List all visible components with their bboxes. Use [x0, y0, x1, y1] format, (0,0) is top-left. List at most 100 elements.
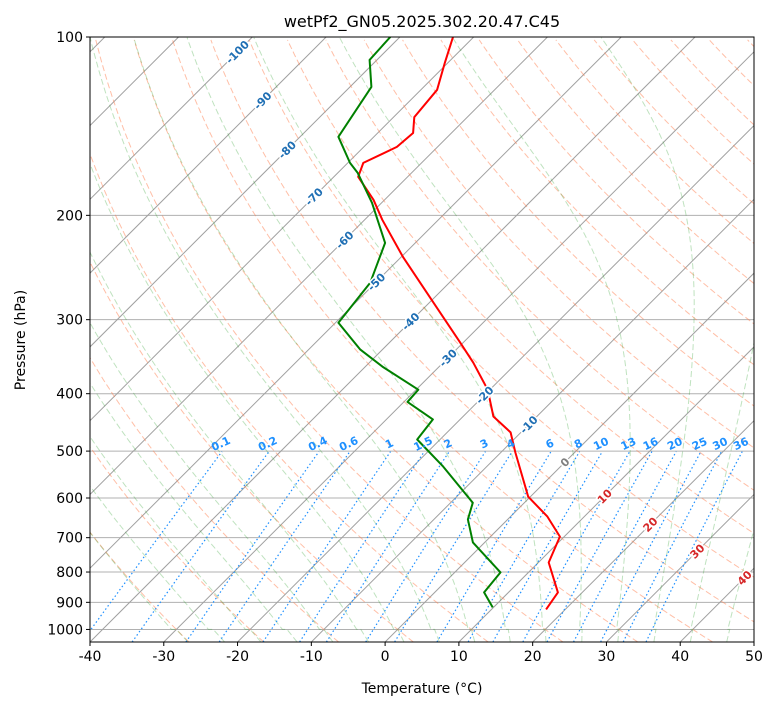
axes: -40 -30 -20 -10 0 10 20 30 40 5010020030040050060… — [47, 30, 763, 665]
mixing-ratio-line — [600, 451, 702, 642]
x-tick-label: -40 — [79, 649, 102, 665]
mixing-ratio-label: 25 — [690, 435, 709, 453]
mixing-ratio-label: 13 — [619, 435, 638, 453]
plot-frame — [89, 36, 755, 643]
mixing-ratio-label: 30 — [711, 435, 731, 453]
mixing-ratio-label: 6 — [544, 436, 557, 451]
y-tick-label: 200 — [56, 208, 83, 224]
background-lines — [90, 37, 754, 642]
y-tick-label: 400 — [56, 387, 83, 403]
dry-adiabat-line — [248, 39, 754, 578]
y-tick-label: 600 — [56, 491, 83, 507]
mixing-ratio-label: 10 — [591, 435, 611, 453]
dry-adiabat-line — [517, 39, 754, 285]
moist-adiabat-line — [90, 162, 405, 642]
mixing-ratio-line — [522, 451, 631, 642]
dry-adiabat-line — [593, 39, 754, 205]
moist-adiabat-line — [452, 37, 631, 642]
moist-adiabat-line — [253, 37, 547, 642]
mixing-ratio-line — [262, 451, 391, 642]
dry-adiabat-line — [90, 531, 190, 642]
y-tick-label: 800 — [56, 565, 83, 581]
dry-adiabat-line — [287, 39, 754, 534]
x-tick-label: -30 — [152, 649, 175, 665]
x-tick-label: 20 — [524, 649, 542, 665]
x-axis-label: Temperature (°C) — [361, 681, 483, 697]
isotherm-line — [606, 493, 754, 642]
dry-adiabat-line — [440, 39, 754, 366]
moist-adiabat-line — [133, 37, 476, 642]
moist-adiabat-line — [90, 250, 370, 642]
y-tick-label: 500 — [56, 444, 83, 460]
mixing-ratio-line — [131, 451, 270, 642]
dewpoint-line — [337, 37, 502, 608]
dry-adiabat-line — [90, 152, 489, 642]
chart-title: wetPf2_GN05.2025.302.20.47.C45 — [284, 12, 560, 32]
y-axis-label: Pressure (hPa) — [13, 290, 29, 390]
mixing-ratio-line — [299, 451, 425, 642]
dry-adiabat-line — [172, 39, 713, 642]
isotherm-label: -100 — [223, 38, 252, 67]
isotherm-line — [458, 346, 754, 642]
dry-adiabat-line — [747, 39, 754, 48]
mixing-ratio-line — [325, 451, 450, 642]
y-tick-label: 100 — [56, 30, 83, 46]
dry-adiabat-line — [90, 446, 265, 642]
isotherm-line — [384, 272, 754, 642]
isotherm-line — [753, 641, 754, 642]
x-tick-label: 0 — [381, 649, 390, 665]
mixing-ratio-line — [572, 451, 677, 642]
moist-adiabat-line — [90, 531, 189, 642]
dry-adiabat-line — [632, 39, 754, 165]
isotherm-line — [90, 37, 253, 201]
isotherm-line — [90, 37, 696, 642]
moist-adiabat-line — [600, 37, 695, 642]
moist-adiabat-line — [90, 382, 298, 642]
mixing-ratio-label: 16 — [641, 435, 661, 453]
x-tick-label: -20 — [226, 649, 249, 665]
profile-lines — [337, 37, 561, 610]
x-tick-label: 30 — [598, 649, 616, 665]
temperature-line — [357, 37, 561, 610]
mixing-ratio-line — [645, 451, 743, 642]
moist-adiabat-line — [90, 485, 225, 642]
isotherm-line — [90, 37, 622, 569]
dry-adiabat-line — [325, 39, 754, 491]
y-tick-label: 1000 — [47, 622, 83, 638]
isotherm-line — [90, 37, 475, 422]
dry-adiabat-line — [402, 39, 754, 407]
line-labels: 0.1 0.2 0.4 0.6 1 1.5 2 3 4 6 8 10 13 16 20 25 30 36-100-… — [209, 37, 754, 590]
dry-adiabat-line — [210, 39, 754, 623]
y-tick-label: 300 — [56, 313, 83, 329]
moist-adiabat-line — [90, 37, 440, 642]
mixing-ratio-line — [492, 451, 603, 642]
y-tick-label: 900 — [56, 595, 83, 611]
moist-adiabat-line — [90, 435, 262, 642]
mixing-ratio-label: 36 — [731, 435, 751, 453]
mixing-ratio-line — [546, 451, 653, 642]
dry-adiabat-line — [478, 39, 754, 325]
moist-adiabat-line — [726, 527, 754, 642]
mixing-ratio-line — [90, 451, 223, 632]
dry-adiabat-line — [95, 39, 564, 642]
isotherm-line — [90, 37, 327, 274]
isotherm-line — [532, 419, 754, 642]
y-tick-label: 700 — [56, 531, 83, 547]
x-tick-label: -10 — [300, 649, 323, 665]
dry-adiabat-line — [133, 39, 639, 642]
mixing-ratio-line — [394, 451, 513, 642]
isotherm-line — [90, 37, 401, 348]
mixing-ratio-line — [436, 451, 552, 642]
moist-adiabat-line — [186, 37, 511, 642]
isotherm-line — [90, 37, 548, 496]
dry-adiabat-line — [708, 39, 754, 87]
mixing-ratio-label: 20 — [665, 435, 685, 453]
isotherm-line — [237, 124, 754, 642]
mixing-ratio-line — [218, 451, 351, 642]
dry-adiabat-line — [90, 356, 339, 642]
mixing-ratio-line — [185, 451, 320, 642]
mixing-ratio-line — [467, 451, 581, 642]
mixing-ratio-line — [365, 451, 486, 642]
